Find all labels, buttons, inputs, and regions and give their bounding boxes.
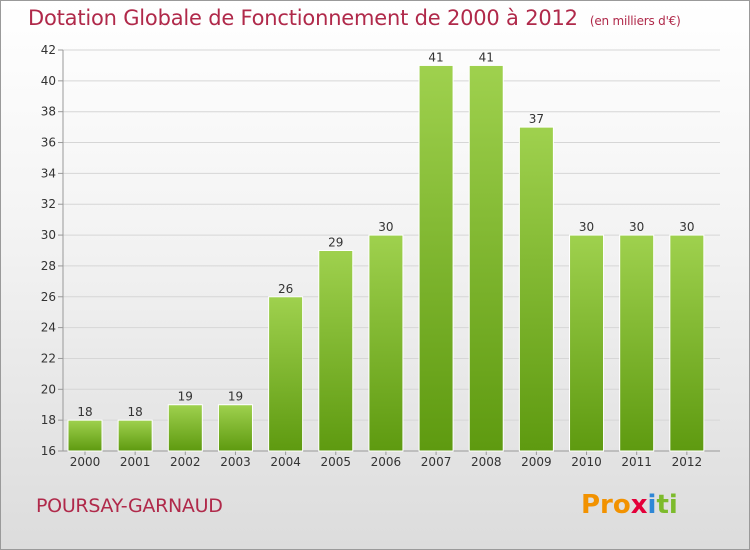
x-tick-label: 2005 xyxy=(320,455,351,469)
bar xyxy=(318,250,354,452)
bar-value-label: 19 xyxy=(228,390,243,404)
commune-name: POURSAY-GARNAUD xyxy=(36,495,223,517)
x-tick-label: 2008 xyxy=(471,455,502,469)
bar xyxy=(67,419,103,452)
y-tick-label: 36 xyxy=(41,136,56,150)
proxiti-logo: Proxiti xyxy=(581,490,678,520)
y-tick-label: 24 xyxy=(41,321,56,335)
y-tick-label: 22 xyxy=(41,351,56,365)
bar-value-label: 18 xyxy=(77,405,92,419)
bar-value-label: 26 xyxy=(278,282,293,296)
logo-part-3: i xyxy=(647,490,657,520)
logo-part-1: Pro xyxy=(581,490,631,520)
bar-value-label: 30 xyxy=(679,220,694,234)
bar-value-label: 41 xyxy=(428,50,443,64)
x-tick-label: 2003 xyxy=(220,455,251,469)
bar-value-label: 30 xyxy=(579,220,594,234)
x-tick-label: 2001 xyxy=(120,455,151,469)
x-tick-label: 2006 xyxy=(371,455,402,469)
y-tick-label: 16 xyxy=(41,444,56,458)
x-tick-label: 2009 xyxy=(521,455,552,469)
label-layer: 16 18 20 22 24 26 28 30 32 34 36 38 40 42 18 2000 18 2001… xyxy=(41,43,702,469)
y-tick-label: 30 xyxy=(41,228,56,242)
bar xyxy=(518,126,554,452)
y-tick-label: 18 xyxy=(41,413,56,427)
x-tick-label: 2000 xyxy=(70,455,101,469)
chart-title: Dotation Globale de Fonctionnement de 20… xyxy=(28,6,681,30)
unit-note: (en milliers d'€) xyxy=(589,14,681,28)
bar-value-label: 30 xyxy=(378,220,393,234)
y-tick-label: 28 xyxy=(41,259,56,273)
y-tick-label: 26 xyxy=(41,290,56,304)
chart-title-text: Dotation Globale de Fonctionnement de 20… xyxy=(28,6,578,30)
x-tick-label: 2002 xyxy=(170,455,201,469)
y-tick-label: 34 xyxy=(41,166,56,180)
logo-part-4: ti xyxy=(656,490,678,520)
bar xyxy=(368,234,404,452)
bar xyxy=(167,404,203,452)
y-tick-label: 38 xyxy=(41,105,56,119)
x-tick-label: 2012 xyxy=(672,455,703,469)
y-tick-label: 42 xyxy=(41,43,56,57)
bar-value-label: 18 xyxy=(128,405,143,419)
y-tick-label: 20 xyxy=(41,382,56,396)
bar-value-label: 37 xyxy=(529,112,544,126)
x-tick-label: 2007 xyxy=(421,455,452,469)
bar-value-label: 30 xyxy=(629,220,644,234)
x-tick-label: 2011 xyxy=(621,455,652,469)
bar xyxy=(418,64,454,452)
bar xyxy=(217,404,253,452)
bar xyxy=(468,64,504,452)
bar-value-label: 19 xyxy=(178,390,193,404)
bar-layer xyxy=(67,64,705,452)
y-tick-label: 32 xyxy=(41,197,56,211)
bar-value-label: 41 xyxy=(479,50,494,64)
bar xyxy=(669,234,705,452)
bar xyxy=(619,234,655,452)
bar xyxy=(117,419,153,452)
bar xyxy=(268,296,304,452)
x-tick-label: 2010 xyxy=(571,455,602,469)
x-tick-label: 2004 xyxy=(270,455,301,469)
y-tick-label: 40 xyxy=(41,74,56,88)
logo-part-2: x xyxy=(630,490,648,520)
bar-value-label: 29 xyxy=(328,236,343,250)
bar xyxy=(569,234,605,452)
